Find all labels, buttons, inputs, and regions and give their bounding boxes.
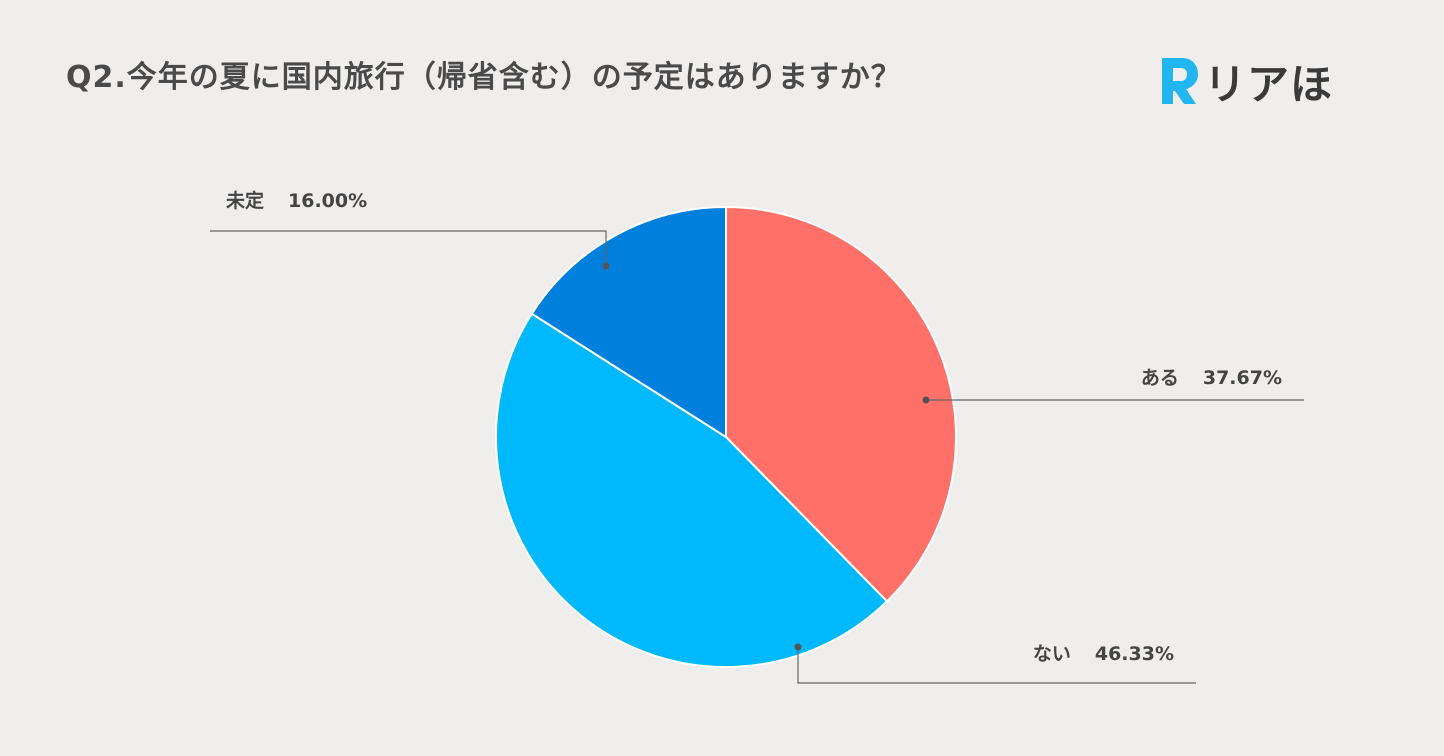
slice-category-label: 未定 (225, 189, 264, 212)
leader-dot-1 (922, 396, 930, 404)
logo-r-mark-icon (1162, 58, 1198, 104)
slice-value-label: 16.00% (288, 190, 367, 212)
pie-slice-3 (530, 205, 727, 439)
chart-title: Q2.今年の夏に国内旅行（帰省含む）の予定はありますか？ (66, 60, 902, 95)
logo-text: リアほ (1204, 59, 1334, 109)
brand-logo: リアほ (1156, 54, 1333, 109)
slice-label-2: ない 46.33% (1033, 643, 1174, 665)
pie-slice-2 (495, 312, 889, 669)
slice-value-label: 46.33% (1095, 643, 1174, 665)
leader-line-3 (210, 230, 607, 266)
leader-dot-2 (794, 643, 802, 651)
slice-category-label: ない (1033, 643, 1071, 665)
slice-category-label: ある (1141, 367, 1179, 389)
slice-label-1: ある 37.67% (1141, 367, 1282, 389)
slice-value-label: 37.67% (1203, 367, 1282, 389)
leader-dot-3 (602, 262, 610, 270)
slice-label-3: 未定 16.00% (225, 189, 367, 212)
leader-line-2 (797, 647, 1196, 684)
pie-slice-1 (725, 205, 957, 603)
